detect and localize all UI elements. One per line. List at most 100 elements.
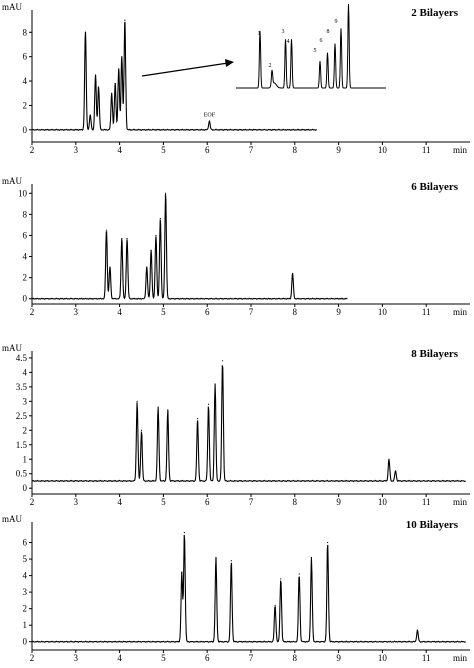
x-tick-label: 2: [30, 497, 35, 507]
x-tick-label: 10: [378, 307, 388, 317]
peak-point: [208, 120, 210, 122]
x-tick-label: 9: [336, 653, 341, 663]
trace-line: [31, 534, 466, 643]
y-axis-label: mAU: [2, 176, 23, 186]
x-tick-label: 11: [422, 653, 431, 663]
x-tick-label: 4: [117, 307, 122, 317]
x-tick-label: 6: [205, 145, 210, 155]
peak-point: [150, 249, 152, 251]
x-tick-label: min: [453, 145, 468, 155]
x-tick-label: 5: [161, 145, 166, 155]
y-tick-label: 1: [23, 454, 28, 464]
x-tick-label: 11: [422, 145, 431, 155]
y-tick-label: 5: [23, 554, 28, 564]
y-tick-label: 6: [23, 538, 28, 548]
peak-point: [140, 429, 143, 431]
x-tick-label: 2: [30, 307, 35, 317]
x-tick-label: 6: [205, 653, 210, 663]
peak-point: [97, 86, 100, 88]
inset-trace: [236, 3, 386, 89]
x-tick-label: 3: [74, 653, 79, 663]
peak-point: [214, 383, 216, 385]
x-tick-label: 5: [161, 653, 166, 663]
y-tick-label: 0: [23, 483, 28, 493]
x-tick-label: 8: [293, 497, 298, 507]
x-tick-label: 5: [161, 497, 166, 507]
zoom-arrowhead: [225, 59, 234, 67]
x-tick-label: 7: [249, 497, 254, 507]
y-tick-label: 2.5: [16, 411, 28, 421]
peak-point: [310, 556, 313, 559]
inset-peak-label: 4: [287, 39, 290, 45]
peak-point: [136, 400, 138, 402]
inset-peak-label: 2: [269, 63, 272, 69]
y-tick-label: 1: [23, 620, 28, 630]
y-tick-label: 8: [23, 27, 28, 37]
peak-point: [155, 234, 157, 237]
peak-point: [118, 68, 120, 70]
eof-annotation: EOF: [204, 112, 216, 118]
peak-point: [394, 470, 397, 472]
x-tick-label: 10: [378, 497, 388, 507]
x-tick-label: min: [453, 653, 468, 663]
peak-point: [167, 409, 169, 411]
x-tick-label: 5: [161, 307, 166, 317]
trace-line: [31, 193, 348, 300]
trace-line: [31, 365, 466, 483]
peak-point: [388, 458, 390, 460]
peak-point: [121, 56, 123, 58]
inset-peak-label: 6: [320, 38, 323, 44]
y-tick-label: 6: [23, 52, 28, 62]
peak-point: [159, 217, 161, 220]
x-tick-label: 9: [336, 145, 341, 155]
x-tick-label: 3: [74, 145, 79, 155]
x-tick-label: 7: [249, 653, 254, 663]
x-tick-label: 4: [117, 145, 122, 155]
y-axis-label: mAU: [2, 2, 23, 12]
peak-point: [416, 629, 419, 631]
y-tick-label: 3: [23, 587, 28, 597]
x-tick-label: 7: [249, 145, 254, 155]
y-tick-label: 0: [23, 294, 28, 304]
peak-point: [126, 238, 128, 240]
y-tick-label: 4: [23, 76, 28, 86]
peak-point: [109, 266, 111, 268]
trace-line: [31, 21, 318, 131]
y-tick-label: 4: [23, 571, 28, 581]
x-tick-label: 2: [30, 653, 35, 663]
peak-point: [164, 192, 167, 194]
y-tick-label: 3: [23, 396, 28, 406]
y-tick-label: 0.5: [16, 469, 28, 479]
y-axis-label: mAU: [2, 514, 23, 524]
peak-point: [114, 82, 116, 85]
zoom-arrow: [141, 62, 229, 77]
peak-point: [292, 272, 294, 275]
peak-point: [183, 532, 186, 534]
peak-point: [181, 571, 183, 573]
peak-point: [196, 418, 199, 420]
x-tick-label: min: [453, 307, 468, 317]
panel-title: 10 Bilayers: [406, 519, 459, 531]
y-tick-label: 2: [23, 273, 28, 283]
x-tick-label: 9: [336, 497, 341, 507]
panel-title: 2 Bilayers: [411, 7, 458, 19]
x-tick-label: min: [453, 497, 468, 507]
peak-point: [207, 403, 210, 405]
peak-point: [121, 238, 123, 240]
y-tick-label: 2: [23, 425, 28, 435]
y-tick-label: 3.5: [16, 382, 28, 392]
x-tick-label: 3: [74, 307, 79, 317]
y-tick-label: 6: [23, 230, 28, 240]
x-tick-label: 8: [293, 307, 298, 317]
inset-peak-label: 8: [327, 29, 330, 35]
y-tick-label: 4: [23, 252, 28, 262]
y-tick-label: 4.5: [16, 353, 28, 363]
x-tick-label: 6: [205, 497, 210, 507]
peak-point: [221, 360, 224, 362]
x-tick-label: 3: [74, 497, 79, 507]
panel-title: 8 Bilayers: [411, 348, 458, 360]
y-tick-label: 1.5: [16, 440, 28, 450]
